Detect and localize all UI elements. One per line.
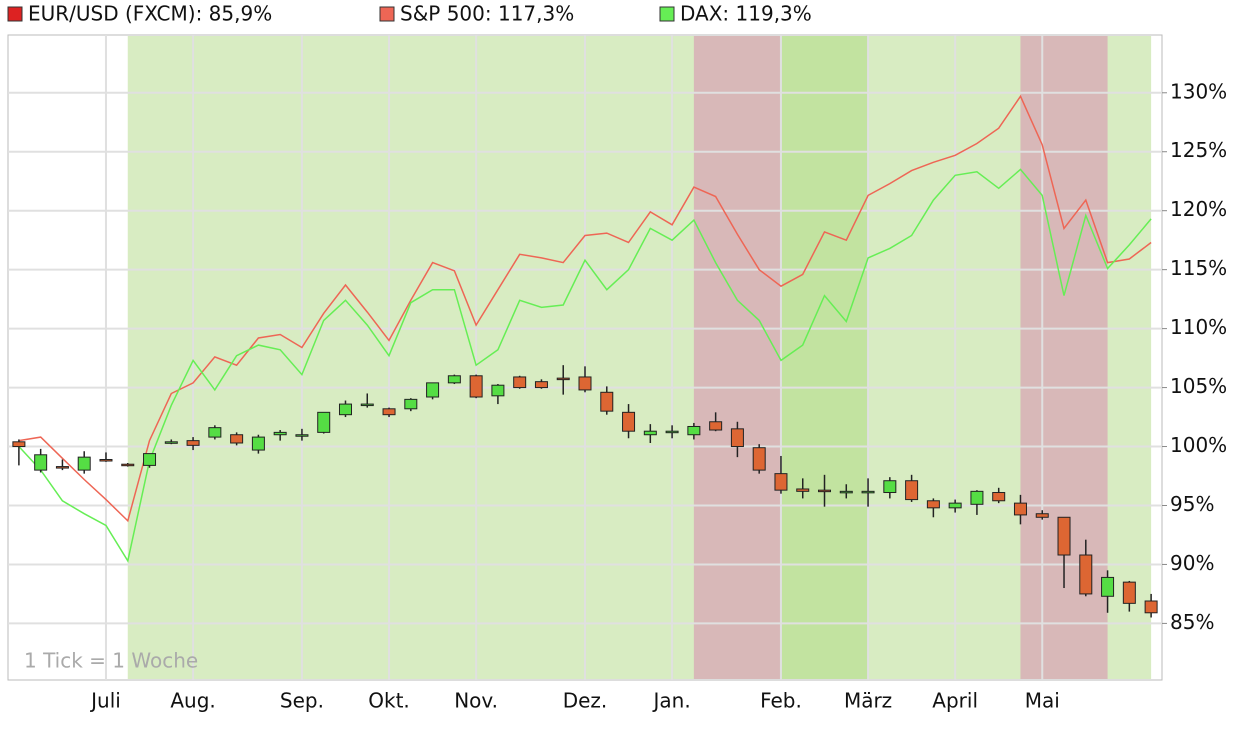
annotation: 1 Tick = 1 Woche	[24, 649, 198, 673]
candle-body	[600, 391, 614, 412]
candle-body	[970, 490, 984, 505]
y-tick-label: 105%	[1170, 374, 1227, 398]
legend-label: S&P 500: 117,3%	[400, 2, 574, 26]
candle-body	[121, 463, 135, 467]
x-tick-label: Jan.	[652, 689, 691, 713]
candle-body	[404, 398, 418, 410]
candle-body	[34, 454, 48, 471]
candle-body	[796, 488, 810, 492]
candle-body	[186, 440, 200, 446]
candle-body	[948, 502, 962, 509]
shaded-region	[127, 36, 1152, 679]
candle-body	[883, 480, 897, 494]
candle-body	[1122, 581, 1136, 604]
candle-body	[208, 427, 222, 438]
x-tick-label: Okt.	[368, 689, 410, 713]
candle-body	[643, 430, 657, 436]
candle-body	[295, 434, 309, 437]
x-tick-label: Feb.	[760, 689, 802, 713]
x-tick-label: Juli	[89, 689, 121, 713]
candle-body	[164, 441, 178, 444]
candle-body	[556, 377, 570, 381]
x-tick-label: März	[844, 689, 892, 713]
candle-body	[338, 403, 352, 416]
y-tick-label: 110%	[1170, 315, 1227, 339]
candle-body	[665, 430, 679, 434]
x-tick-label: April	[932, 689, 978, 713]
candle-body	[273, 431, 287, 436]
candle-body	[12, 441, 26, 448]
candle-body	[513, 376, 527, 389]
legend-swatch	[379, 6, 395, 22]
x-tick-label: Nov.	[454, 689, 498, 713]
candle-body	[1035, 513, 1049, 518]
x-tick-label: Sep.	[280, 689, 324, 713]
candle-body	[622, 411, 636, 432]
candle-body	[77, 456, 91, 471]
candle-body	[251, 436, 265, 451]
candle-body	[687, 425, 701, 436]
y-tick-label: 115%	[1170, 256, 1227, 280]
candle-body	[926, 500, 940, 509]
candle-body	[992, 492, 1006, 502]
candle-body	[360, 403, 374, 407]
candle-body	[861, 490, 875, 494]
candle-body	[1013, 502, 1027, 516]
candle-body	[1057, 516, 1071, 556]
candle-body	[905, 480, 919, 501]
y-tick-label: 85%	[1170, 610, 1214, 634]
legend-swatch	[7, 6, 23, 22]
legend-label: DAX: 119,3%	[680, 2, 812, 26]
candle-body	[317, 411, 331, 433]
candle-body	[143, 453, 157, 466]
legend-label: EUR/USD (FXCM): 85,9%	[28, 2, 272, 26]
candle-body	[447, 375, 461, 384]
candle-body	[578, 376, 592, 391]
y-tick-label: 90%	[1170, 551, 1214, 575]
candle-body	[818, 489, 832, 493]
candle-body	[426, 382, 440, 398]
candle-body	[491, 384, 505, 397]
series-line	[18, 94, 1152, 523]
candle-body	[55, 466, 69, 469]
shaded-region	[693, 36, 781, 679]
x-tick-label: Mai	[1025, 689, 1060, 713]
candle-body	[730, 428, 744, 448]
series-line	[18, 168, 1152, 563]
y-tick-label: 130%	[1170, 79, 1227, 103]
candle-body	[752, 447, 766, 471]
candle-body	[1144, 600, 1158, 614]
shaded-region	[780, 36, 869, 679]
y-tick-label: 125%	[1170, 138, 1227, 162]
candle-body	[469, 375, 483, 398]
candle-body	[99, 458, 113, 462]
candle-body	[709, 421, 723, 431]
candle-body	[1079, 554, 1093, 595]
x-tick-label: Dez.	[563, 689, 608, 713]
x-tick-label: Aug.	[170, 689, 215, 713]
y-tick-label: 100%	[1170, 433, 1227, 457]
candle-body	[230, 434, 244, 444]
y-tick-label: 120%	[1170, 197, 1227, 221]
candle-body	[1101, 576, 1115, 597]
candle-body	[774, 473, 788, 491]
candle-body	[534, 381, 548, 389]
candle-body	[382, 408, 396, 416]
candle-body	[839, 490, 853, 494]
legend-swatch	[659, 6, 675, 22]
y-tick-label: 95%	[1170, 492, 1214, 516]
